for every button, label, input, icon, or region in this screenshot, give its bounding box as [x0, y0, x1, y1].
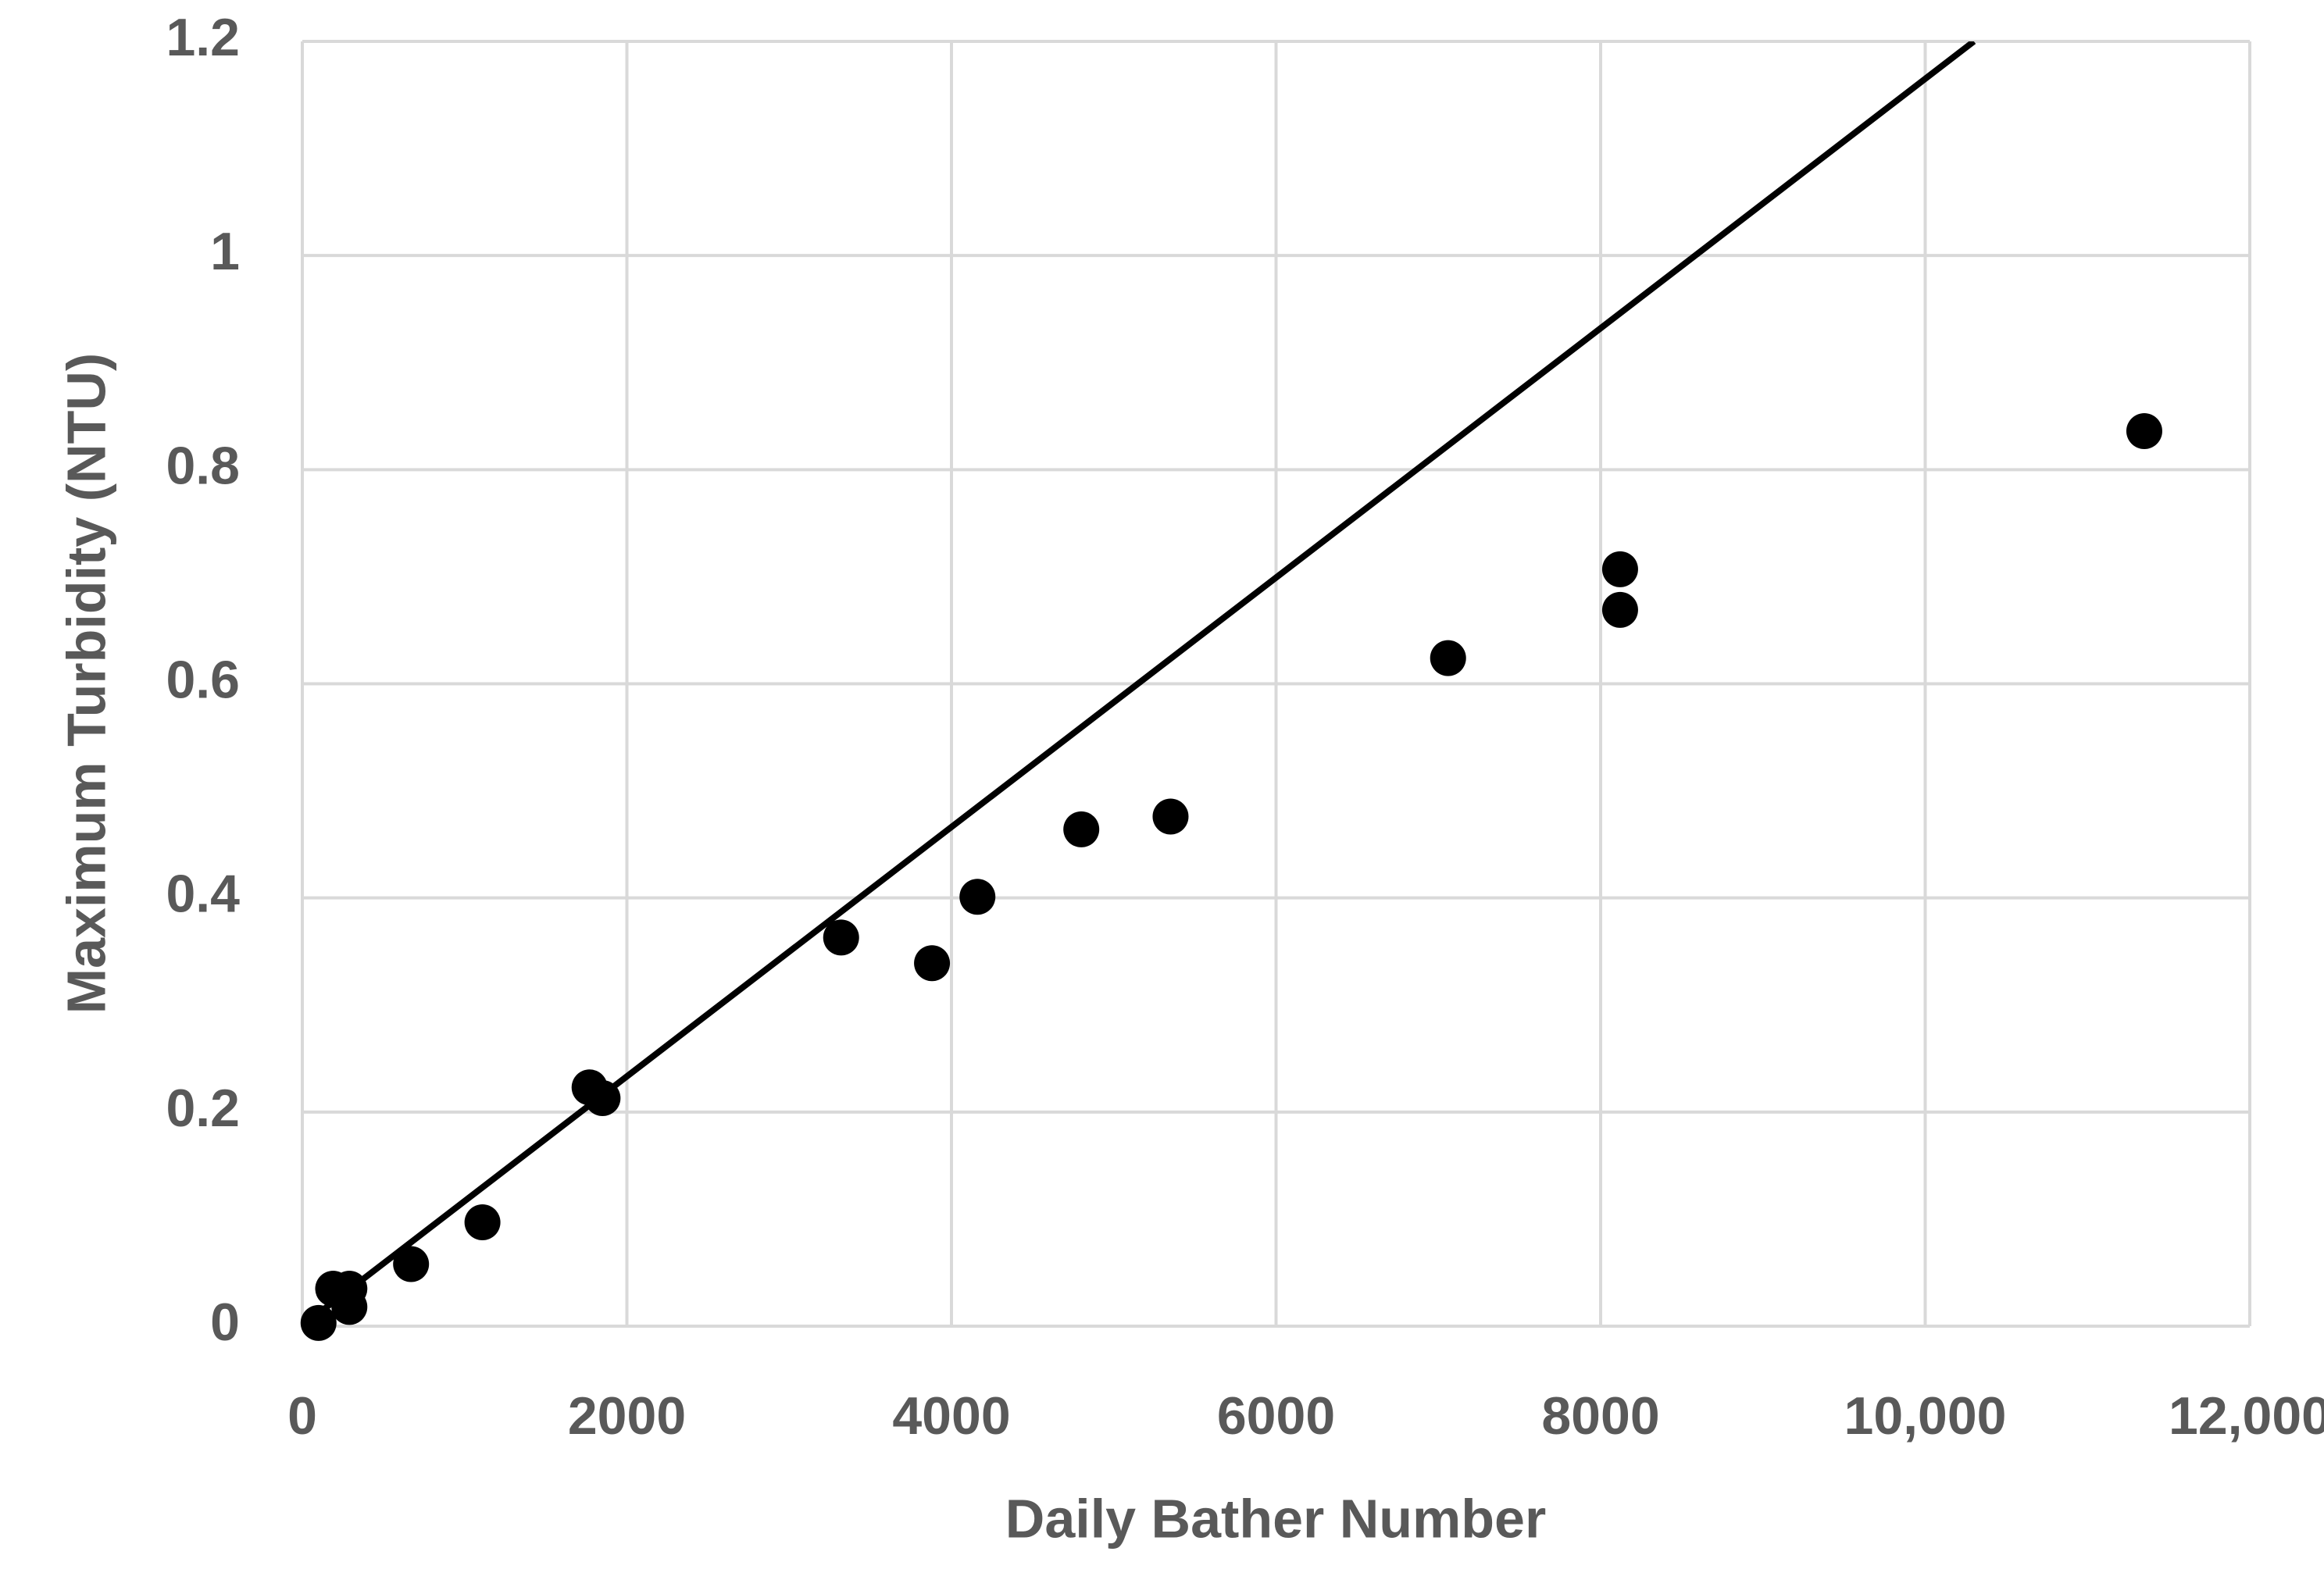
- y-tick-label: 0.8: [166, 436, 240, 495]
- x-tick-label: 4000: [892, 1386, 1010, 1446]
- y-axis-title: Maximum Turbidity (NTU): [55, 353, 116, 1014]
- data-point: [300, 1304, 337, 1341]
- x-tick-label: 12,000: [2169, 1386, 2324, 1446]
- data-point: [1063, 811, 1100, 847]
- x-tick-label: 6000: [1217, 1386, 1335, 1446]
- y-tick-label: 0: [210, 1293, 240, 1352]
- x-tick-label: 10,000: [1844, 1386, 2007, 1446]
- y-tick-label: 1: [210, 222, 240, 281]
- data-point: [331, 1289, 368, 1325]
- x-tick-label: 2000: [568, 1386, 686, 1446]
- data-point: [823, 919, 859, 956]
- data-point: [914, 945, 951, 982]
- x-axis-title: Daily Bather Number: [1005, 1488, 1546, 1549]
- data-point: [584, 1080, 621, 1117]
- y-tick-label: 0.4: [166, 865, 240, 924]
- data-point: [1152, 798, 1189, 835]
- data-point: [959, 879, 996, 915]
- x-tick-label: 0: [287, 1386, 317, 1446]
- y-tick-label: 0.6: [166, 650, 240, 709]
- data-point: [1601, 551, 1638, 587]
- data-point: [464, 1204, 501, 1241]
- data-point: [1601, 591, 1638, 628]
- data-point: [1430, 640, 1466, 676]
- y-tick-label: 0.2: [166, 1079, 240, 1138]
- trend-line: [316, 41, 1976, 1316]
- x-tick-label: 8000: [1541, 1386, 1659, 1446]
- y-tick-label: 1.2: [166, 8, 240, 67]
- data-point: [2126, 412, 2162, 449]
- data-point: [393, 1246, 430, 1282]
